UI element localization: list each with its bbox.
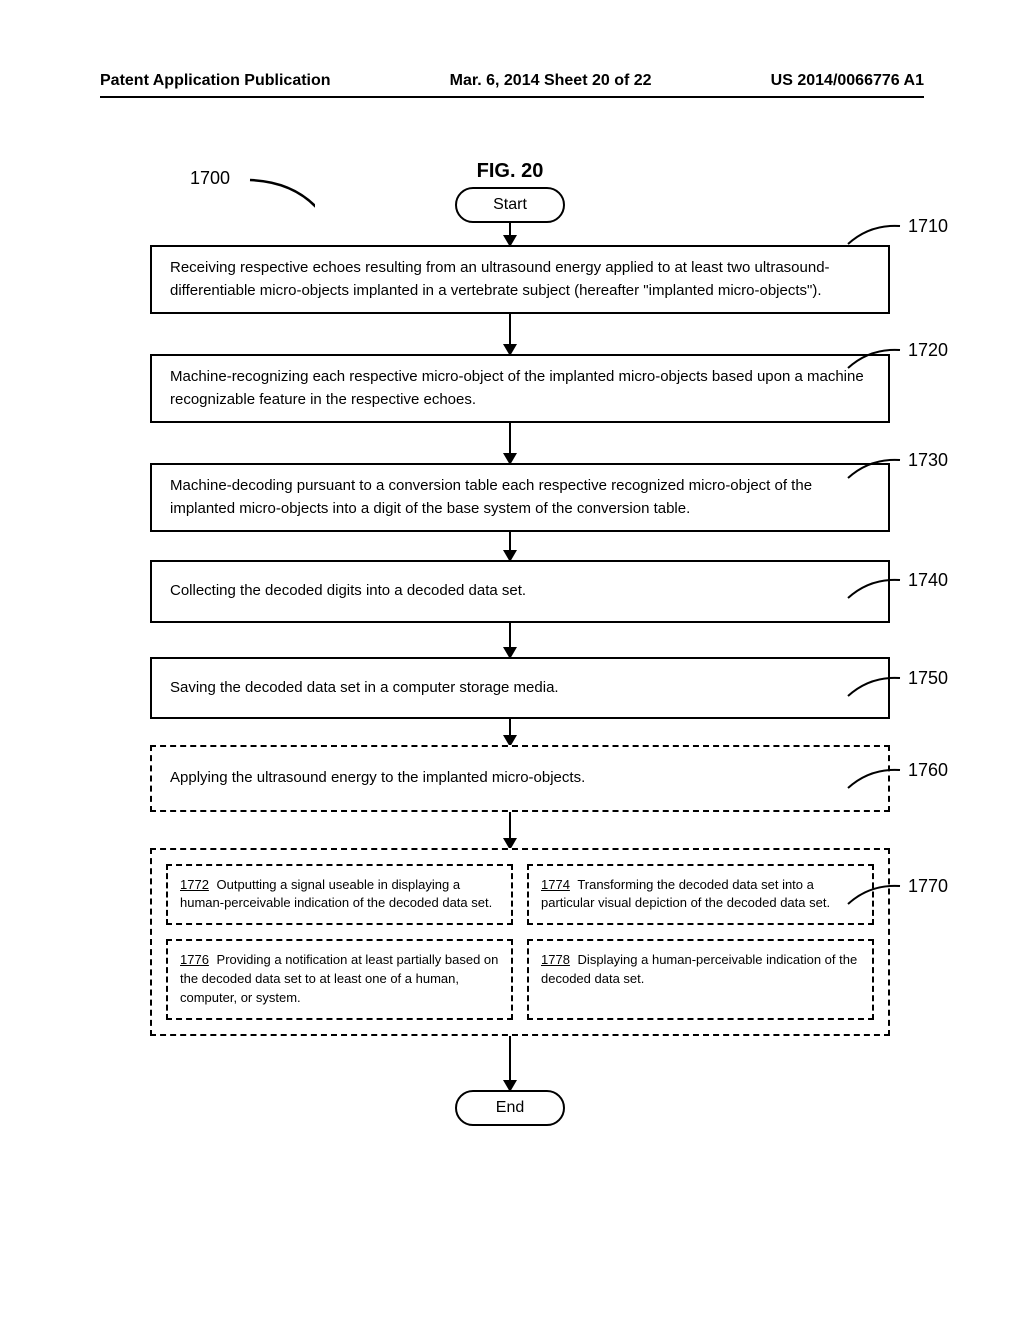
- ref-connector-1720: 1720: [840, 340, 950, 379]
- ref-number: 1740: [908, 570, 948, 591]
- ref-number: 1750: [908, 668, 948, 689]
- step-text: Machine-decoding pursuant to a conversio…: [170, 477, 812, 517]
- arrow: [90, 423, 930, 463]
- page-header: Patent Application Publication Mar. 6, 2…: [0, 72, 1024, 90]
- sub-num: 1776: [180, 952, 209, 967]
- step-box-1710: Receiving respective echoes resulting fr…: [150, 245, 890, 314]
- sub-num: 1774: [541, 877, 570, 892]
- ref-connector-1740: 1740: [840, 570, 950, 609]
- step-text: Machine-recognizing each respective micr…: [170, 368, 864, 408]
- ref-connector-1750: 1750: [840, 668, 950, 707]
- arrow: [90, 314, 930, 354]
- page: Patent Application Publication Mar. 6, 2…: [0, 0, 1024, 1320]
- step-box-1730: Machine-decoding pursuant to a conversio…: [150, 463, 890, 532]
- sub-grid: 1772 Outputting a signal useable in disp…: [166, 864, 874, 1020]
- sub-text: Transforming the decoded data set into a…: [541, 877, 830, 911]
- step-box-1720: Machine-recognizing each respective micr…: [150, 354, 890, 423]
- flow-ref-number: 1700: [190, 168, 230, 189]
- arrow: [90, 812, 930, 848]
- header-center: Mar. 6, 2014 Sheet 20 of 22: [450, 72, 652, 90]
- step-text: Collecting the decoded digits into a dec…: [170, 582, 526, 599]
- sub-num: 1772: [180, 877, 209, 892]
- arrow: [90, 719, 930, 745]
- step-box-1760: Applying the ultrasound energy to the im…: [150, 745, 890, 812]
- ref-number: 1730: [908, 450, 948, 471]
- ref-number: 1760: [908, 760, 948, 781]
- arrow: [90, 623, 930, 657]
- end-label: End: [496, 1099, 524, 1117]
- sub-box-1776: 1776 Providing a notification at least p…: [166, 939, 513, 1020]
- step-box-1750: Saving the decoded data set in a compute…: [150, 657, 890, 720]
- sub-text: Outputting a signal useable in displayin…: [180, 877, 492, 911]
- header-left: Patent Application Publication: [100, 72, 331, 90]
- step-container-1770: 1772 Outputting a signal useable in disp…: [150, 848, 890, 1036]
- ref-number: 1710: [908, 216, 948, 237]
- ref-connector-1710: 1710: [840, 216, 950, 255]
- start-label: Start: [493, 196, 527, 214]
- ref-connector-1770: 1770: [840, 876, 950, 915]
- start-terminal: Start: [455, 187, 565, 223]
- step-text: Applying the ultrasound energy to the im…: [170, 769, 585, 786]
- ref-connector-1760: 1760: [840, 760, 950, 799]
- sub-text: Displaying a human-perceivable indicatio…: [541, 952, 857, 986]
- sub-box-1778: 1778 Displaying a human-perceivable indi…: [527, 939, 874, 1020]
- step-box-1740: Collecting the decoded digits into a dec…: [150, 560, 890, 623]
- arrow: [90, 1036, 930, 1090]
- sub-box-1774: 1774 Transforming the decoded data set i…: [527, 864, 874, 926]
- arrow: [90, 223, 930, 245]
- ref-number: 1720: [908, 340, 948, 361]
- sub-text: Providing a notification at least partia…: [180, 952, 498, 1005]
- arrow: [90, 532, 930, 560]
- header-rule: [100, 96, 924, 98]
- flowchart: 1700 FIG. 20 Start Receiving respective …: [90, 160, 930, 1126]
- step-text: Receiving respective echoes resulting fr…: [170, 259, 830, 299]
- sub-box-1772: 1772 Outputting a signal useable in disp…: [166, 864, 513, 926]
- sub-num: 1778: [541, 952, 570, 967]
- header-right: US 2014/0066776 A1: [771, 72, 924, 90]
- end-terminal: End: [455, 1090, 565, 1126]
- step-text: Saving the decoded data set in a compute…: [170, 679, 559, 696]
- ref-number: 1770: [908, 876, 948, 897]
- ref-connector-1730: 1730: [840, 450, 950, 489]
